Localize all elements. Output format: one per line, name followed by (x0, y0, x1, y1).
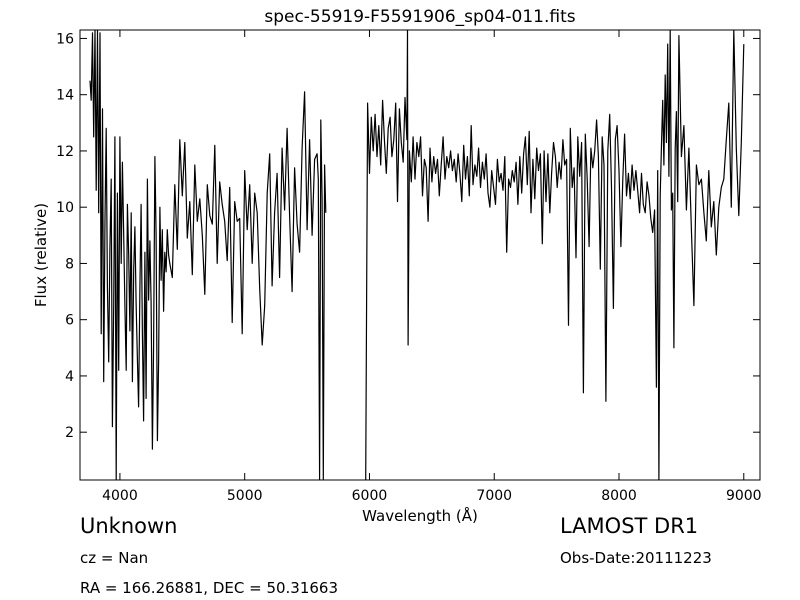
y-tick-label: 8 (65, 256, 74, 272)
y-tick-label: 16 (56, 31, 74, 47)
y-tick-label: 4 (65, 369, 74, 385)
x-tick-label: 9000 (726, 488, 762, 504)
object-class-label: Unknown (80, 514, 178, 538)
y-axis-label: Flux (relative) (32, 203, 50, 307)
x-tick-label: 5000 (227, 488, 263, 504)
x-axis-label: Wavelength (Å) (362, 506, 478, 525)
y-tick-label: 2 (65, 425, 74, 441)
x-tick-label: 4000 (102, 488, 138, 504)
plot-frame (79, 29, 761, 481)
y-tick-label: 6 (65, 313, 74, 329)
observation-date-label: Obs-Date:20111223 (560, 549, 712, 567)
redshift-label: cz = Nan (80, 549, 149, 567)
x-tick-label: 8000 (601, 488, 637, 504)
survey-label: LAMOST DR1 (560, 514, 699, 538)
y-tick-label: 10 (56, 200, 74, 216)
coordinates-label: RA = 166.26881, DEC = 50.31663 (80, 579, 339, 597)
y-tick-label: 14 (56, 88, 74, 104)
x-tick-label: 6000 (352, 488, 388, 504)
x-tick-label: 7000 (476, 488, 512, 504)
spectrum-line-segment-2 (365, 30, 745, 480)
chart-title: spec-55919-F5591906_sp04-011.fits (264, 7, 575, 27)
spectrum-line-segment-1 (89, 30, 327, 480)
y-tick-label: 12 (56, 144, 74, 160)
